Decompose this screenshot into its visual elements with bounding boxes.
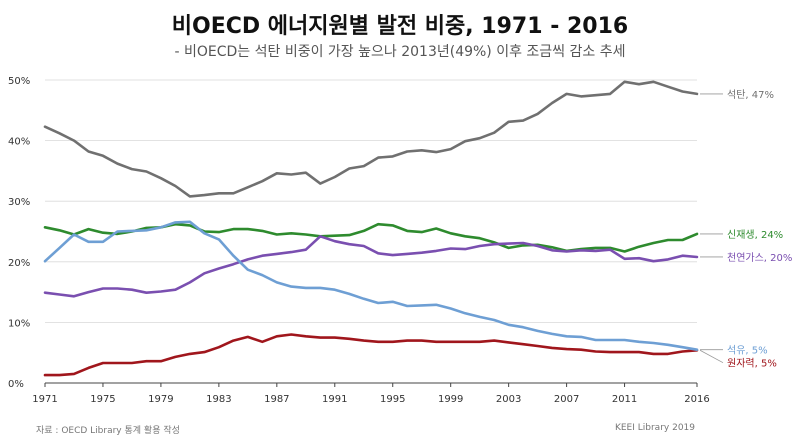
x-tick-label: 2003 xyxy=(496,394,521,405)
x-tick-label: 1987 xyxy=(264,394,289,405)
x-tick-label: 2011 xyxy=(612,394,637,405)
chart-subtitle: - 비OECD는 석탄 비중이 가장 높으나 2013년(49%) 이후 조금씩… xyxy=(174,44,626,60)
y-tick-label: 0% xyxy=(8,379,24,390)
label-leader-line xyxy=(699,349,724,364)
grid-lines xyxy=(45,79,697,384)
x-tick-label: 1995 xyxy=(380,394,405,405)
series-label-4: 석유, 5% xyxy=(727,345,768,357)
series-lines xyxy=(43,80,699,377)
series-line-4 xyxy=(43,220,699,352)
y-tick-label: 30% xyxy=(8,197,30,208)
series-line-1 xyxy=(43,222,699,253)
x-tick-label: 2007 xyxy=(554,394,579,405)
credit-note: KEEI Library 2019 xyxy=(614,423,695,433)
chart-title: 비OECD 에너지원별 발전 비중, 1971 - 2016 xyxy=(171,14,629,39)
x-tick-label: 1983 xyxy=(206,394,231,405)
series-label-3: 원자력, 5% xyxy=(727,358,777,370)
series-line-2 xyxy=(43,235,699,298)
y-tick-label: 10% xyxy=(8,318,30,329)
y-axis: 0% 10% 20% 30% 40% 50% xyxy=(8,76,30,390)
x-axis: 1971 1975 1979 1983 1987 1991 1995 1999 2003 2007… xyxy=(32,383,710,405)
x-tick-label: 1999 xyxy=(438,394,463,405)
y-tick-label: 40% xyxy=(8,137,30,148)
x-tick-label: 1971 xyxy=(32,394,57,405)
y-tick-label: 20% xyxy=(8,258,30,269)
series-line-3 xyxy=(43,333,699,377)
x-tick-label: 2016 xyxy=(684,394,709,405)
x-tick-label: 1979 xyxy=(148,394,173,405)
y-tick-label: 50% xyxy=(8,76,30,87)
series-label-0: 석탄, 47% xyxy=(727,89,774,101)
series-label-2: 천연가스, 20% xyxy=(727,252,792,264)
x-tick-label: 1991 xyxy=(322,394,347,405)
x-tick-label: 1975 xyxy=(90,394,115,405)
series-line-0 xyxy=(43,80,699,198)
series-label-1: 신재생, 24% xyxy=(727,229,783,241)
series-labels: 석탄, 47% 신재생, 24% 천연가스, 20% 석유, 5%원자력, 5% xyxy=(699,89,792,370)
source-note: 자료 : OECD Library 통계 활용 작성 xyxy=(36,426,180,436)
